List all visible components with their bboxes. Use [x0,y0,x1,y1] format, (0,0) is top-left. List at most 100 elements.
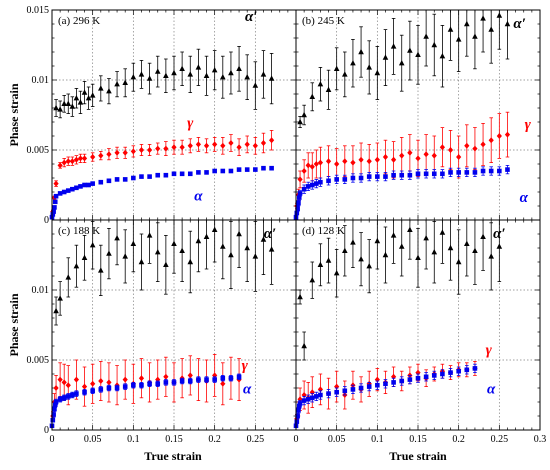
data-point-triangle [342,247,348,253]
data-point-diamond [187,142,193,149]
data-point-triangle [309,277,316,283]
x-tick-label: 0.15 [165,434,183,445]
data-point-square [50,417,56,423]
data-point-diamond [53,180,59,187]
data-point-triangle [350,60,356,66]
data-point-square [220,375,226,381]
y-tick-label: 0.005 [27,145,50,156]
data-point-square [423,171,429,177]
data-point-diamond [195,141,201,148]
data-point-square [65,188,71,193]
data-point-square [431,373,437,378]
data-point-diamond [122,376,128,383]
data-point-triangle [130,74,137,80]
data-point-diamond [236,144,242,151]
data-point-triangle [154,68,161,74]
data-point-triangle [333,270,340,276]
data-point-square [440,171,445,177]
data-point-square [326,178,331,184]
data-point-square [220,168,226,174]
data-point-triangle [297,118,303,125]
data-point-square [391,380,396,385]
data-point-square [74,391,79,396]
data-point-square [318,392,323,398]
data-point-diamond [431,152,437,159]
y-tick-label: 0 [44,215,49,226]
data-point-triangle [81,254,88,260]
data-point-square [253,167,258,172]
data-point-diamond [114,149,120,156]
data-point-square [163,172,169,178]
data-point-triangle [464,20,470,27]
data-point-square [52,199,58,205]
data-point-square [399,378,405,384]
y-axis-title-top: Phase strain [7,83,21,146]
data-point-diamond [61,379,67,386]
data-point-diamond [69,158,75,165]
data-point-square [228,375,234,381]
series-label: α′ [245,9,258,25]
data-point-square [122,177,128,182]
data-point-diamond [77,155,84,162]
data-point-diamond [305,162,311,169]
data-point-diamond [317,159,323,166]
data-point-triangle [203,72,210,78]
data-point-triangle [65,274,72,280]
x-tick-label: 0.1 [371,434,384,445]
data-point-triangle [455,36,462,42]
data-point-diamond [98,378,104,384]
data-point-square [305,184,311,189]
data-point-square [204,170,209,175]
data-point-square [407,172,413,178]
panel-title: (b) 245 K [302,15,345,27]
data-point-diamond [57,376,63,383]
data-point-diamond [391,156,397,163]
data-point-diamond [73,156,79,163]
data-point-diamond [73,376,79,383]
data-point-square [179,171,185,177]
data-point-triangle [65,100,72,106]
data-point-square [383,381,388,387]
data-point-diamond [350,159,356,166]
data-point-square [358,385,364,391]
series-label: γ [242,358,249,374]
data-point-square [163,380,169,385]
data-point-diamond [187,372,193,379]
x-tick-label: 0.15 [409,434,427,445]
data-point-triangle [390,43,397,49]
data-point-triangle [77,99,84,105]
data-point-triangle [301,342,307,349]
data-point-triangle [390,232,397,238]
data-point-diamond [456,154,462,160]
series-label: α′ [264,226,277,242]
data-point-triangle [382,54,389,60]
data-point-square [305,396,311,402]
data-point-square [78,184,83,189]
panel-title: (a) 296 K [58,15,100,27]
data-point-square [52,205,57,210]
data-point-square [106,385,112,391]
x-tick-label: 0.05 [328,434,346,445]
data-point-triangle [154,249,161,255]
x-tick-label: 0 [294,434,299,445]
data-point-square [236,167,242,172]
data-point-square [147,174,152,179]
y-tick-label: 0.015 [27,5,50,16]
data-point-triangle [464,240,470,246]
data-point-triangle [358,48,364,55]
data-point-triangle [73,263,80,269]
data-point-diamond [163,145,169,152]
data-point-square [464,170,470,175]
series-triangle [297,9,511,128]
data-point-triangle [146,75,153,81]
series-triangle [53,46,275,119]
data-point-square [296,200,301,206]
data-point-square [70,392,75,398]
data-point-square [196,377,201,382]
data-point-square [269,165,274,171]
data-point-triangle [187,71,194,77]
data-point-square [314,181,319,186]
data-point-square [399,172,405,178]
data-point-triangle [358,256,364,262]
